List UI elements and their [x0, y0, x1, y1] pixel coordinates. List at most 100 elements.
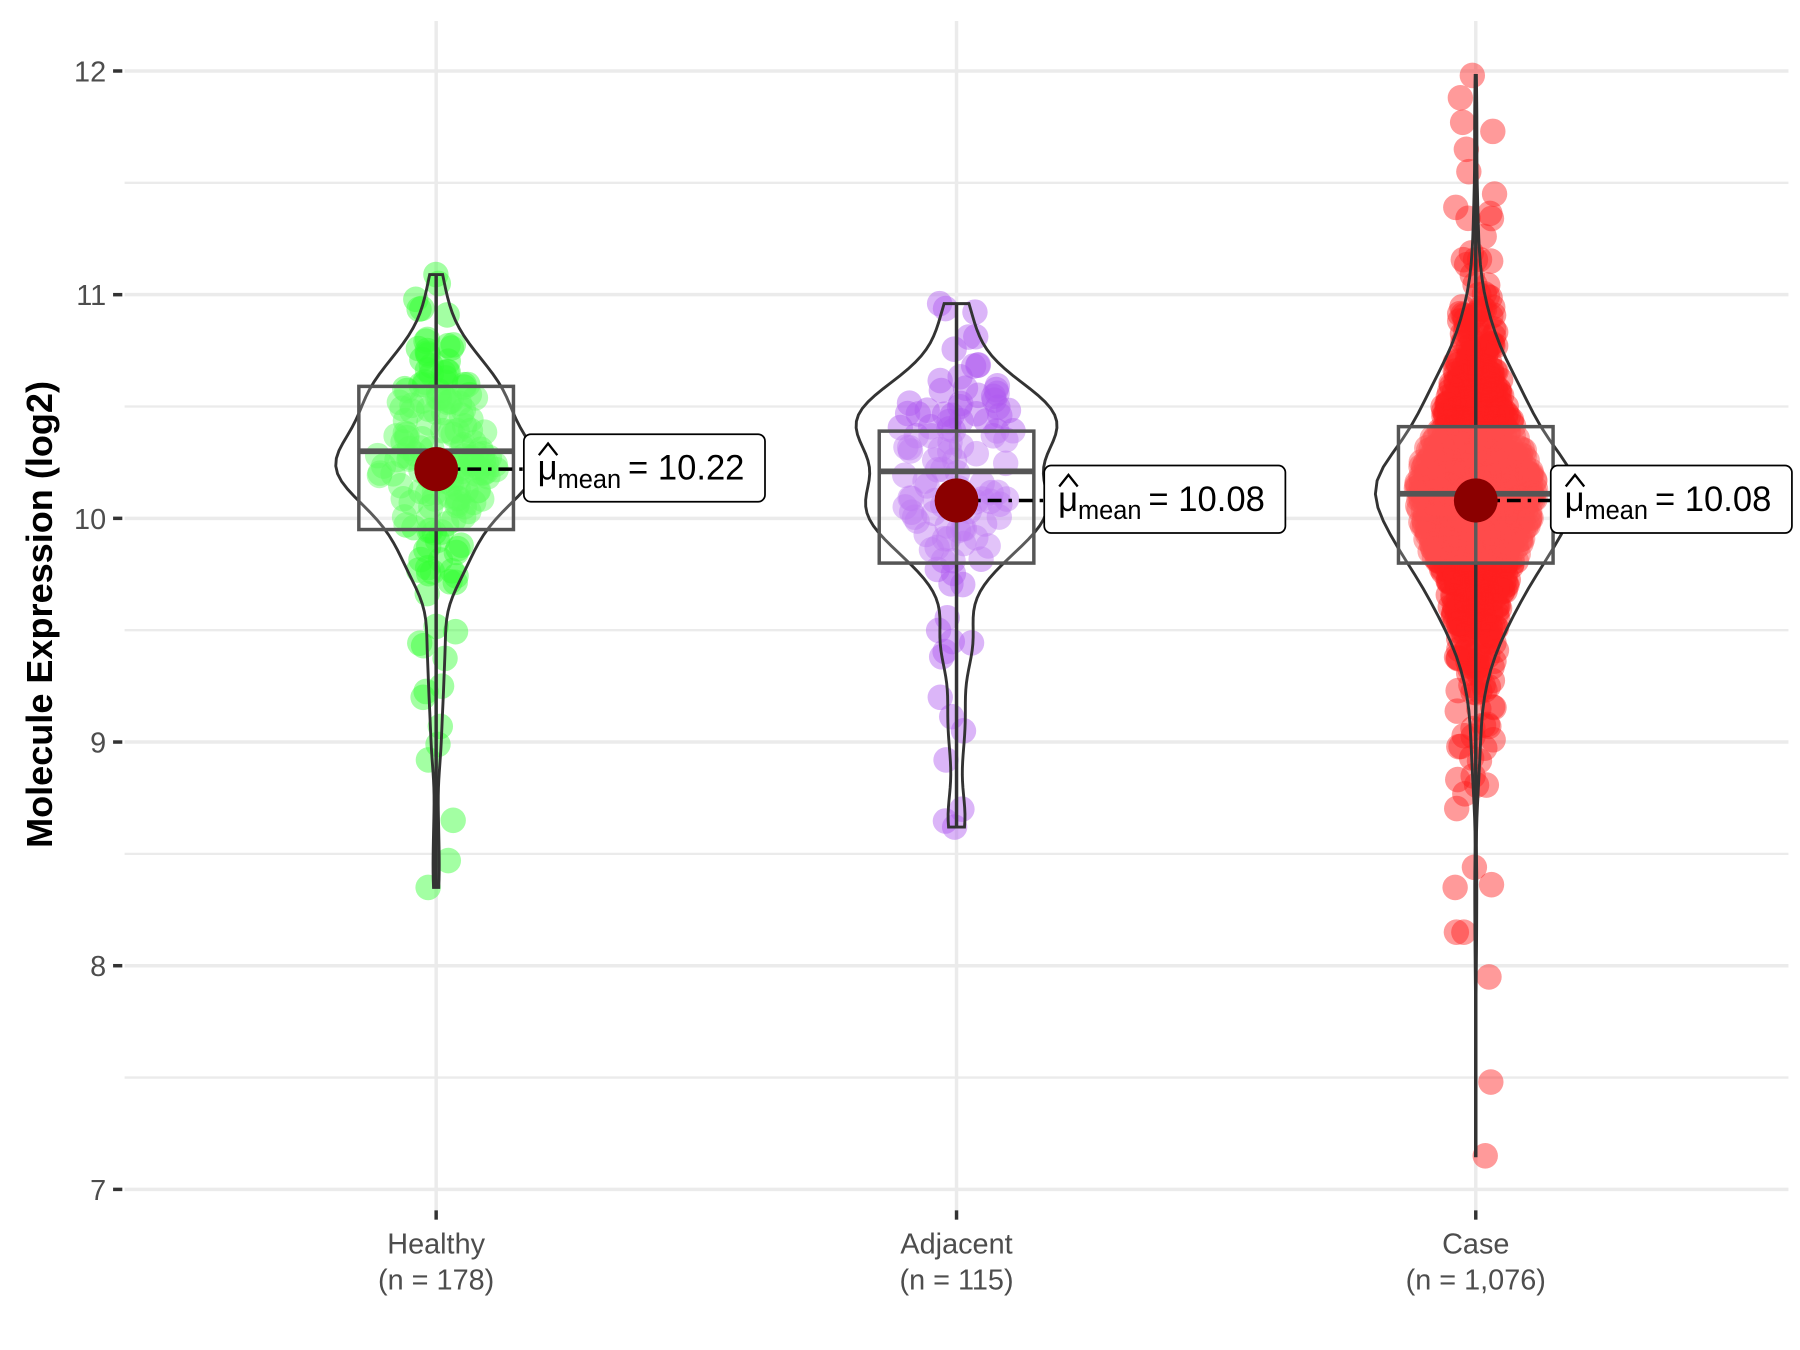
data-point — [1465, 341, 1492, 368]
data-point — [965, 352, 991, 379]
data-point — [1474, 526, 1500, 553]
data-point — [1439, 570, 1465, 597]
data-point — [1404, 493, 1431, 519]
data-point — [408, 546, 434, 573]
data-point — [1443, 457, 1469, 483]
data-point — [1445, 584, 1472, 611]
data-point — [1503, 527, 1529, 554]
data-point — [1434, 554, 1460, 581]
data-point — [1418, 436, 1444, 463]
data-point — [955, 324, 982, 350]
data-point — [1445, 344, 1472, 371]
data-point — [1496, 526, 1522, 553]
data-point — [1472, 383, 1498, 409]
data-point — [1483, 592, 1510, 619]
data-point — [1485, 592, 1512, 619]
data-point — [1507, 526, 1533, 553]
data-point — [1419, 425, 1445, 452]
data-point — [1478, 371, 1504, 398]
data-point — [963, 524, 989, 551]
data-point — [1494, 511, 1520, 537]
data-point — [1473, 336, 1499, 363]
data-point — [921, 447, 948, 473]
data-point — [1506, 435, 1532, 461]
data-point — [1420, 495, 1446, 522]
data-point — [892, 494, 918, 520]
data-point — [1436, 515, 1463, 542]
data-point — [1490, 577, 1516, 604]
data-point — [1514, 459, 1541, 486]
data-point — [1511, 460, 1537, 487]
data-point — [1478, 528, 1505, 555]
data-point — [1449, 109, 1476, 136]
data-point — [1428, 464, 1455, 491]
data-point — [1448, 733, 1474, 760]
data-point — [1485, 534, 1511, 561]
data-point — [1489, 448, 1516, 474]
data-point — [1432, 520, 1458, 547]
data-point — [1472, 434, 1498, 460]
data-point — [1428, 491, 1454, 518]
data-point — [1414, 521, 1441, 548]
data-point — [1472, 334, 1499, 361]
data-point — [1479, 694, 1506, 720]
data-point — [1465, 392, 1492, 418]
data-point — [1467, 610, 1493, 637]
data-point — [1510, 517, 1537, 544]
data-point — [901, 504, 928, 530]
data-point — [1465, 636, 1491, 663]
data-point — [1480, 404, 1506, 430]
data-point — [1428, 491, 1454, 518]
group-adjacent: μmean = 10.08 — [854, 290, 1287, 840]
data-point — [1428, 527, 1455, 553]
data-point — [1484, 530, 1510, 557]
data-point — [401, 514, 427, 541]
data-point — [1442, 424, 1468, 451]
data-point — [440, 332, 467, 358]
data-point — [471, 460, 497, 486]
data-point — [1481, 379, 1507, 406]
data-point — [1509, 436, 1535, 463]
data-point — [1466, 309, 1492, 336]
data-point — [1451, 328, 1477, 354]
data-point — [1487, 457, 1514, 483]
data-point — [399, 392, 425, 419]
data-point — [1464, 654, 1491, 681]
data-point — [1414, 508, 1440, 535]
data-point — [1408, 449, 1434, 475]
data-point — [1481, 532, 1508, 559]
data-point — [1437, 516, 1463, 542]
data-point — [1507, 499, 1534, 525]
data-point — [409, 346, 435, 373]
data-point — [1442, 358, 1468, 384]
data-point — [1442, 609, 1469, 635]
data-point — [1513, 496, 1539, 523]
data-point — [1431, 403, 1457, 429]
data-point — [1444, 601, 1471, 628]
data-point — [1482, 516, 1508, 543]
data-point — [1503, 524, 1529, 551]
data-point — [1451, 612, 1477, 639]
data-point — [1477, 365, 1503, 391]
data-point — [1484, 401, 1510, 427]
data-point — [456, 498, 482, 525]
data-point — [456, 381, 483, 408]
data-point — [414, 554, 441, 581]
data-point — [1437, 378, 1463, 405]
data-point — [1444, 698, 1470, 724]
data-point — [438, 419, 464, 445]
data-point — [905, 401, 931, 427]
data-point — [1446, 422, 1473, 449]
data-point — [1499, 531, 1525, 558]
data-point — [1440, 431, 1466, 458]
data-point — [1458, 599, 1484, 626]
data-point — [409, 388, 435, 414]
data-point — [1479, 423, 1505, 450]
data-point — [1496, 442, 1522, 469]
data-point — [1460, 304, 1486, 331]
data-point — [1488, 396, 1514, 423]
data-point — [1495, 471, 1521, 498]
data-point — [1461, 333, 1487, 359]
data-point — [1422, 464, 1448, 491]
